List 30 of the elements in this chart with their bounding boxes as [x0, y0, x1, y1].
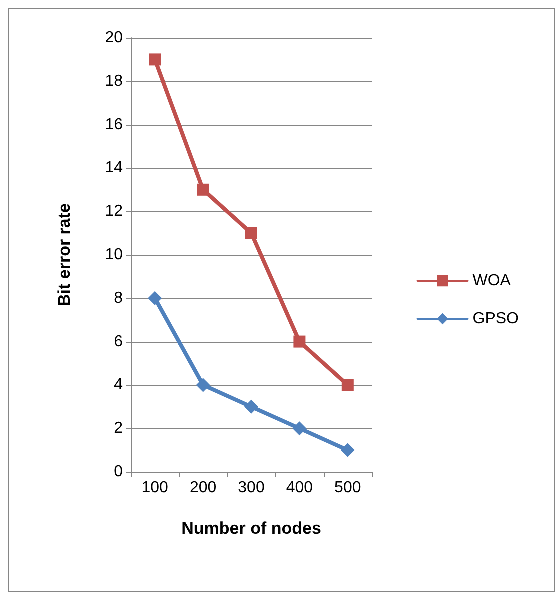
y-tick-label: 0 [114, 464, 124, 480]
x-tick-label: 300 [238, 480, 265, 496]
point [294, 336, 306, 348]
x-tick-label: 200 [190, 480, 217, 496]
point [292, 422, 307, 436]
y-tick-label: 12 [105, 203, 124, 220]
point [244, 400, 258, 414]
x-tick-label: 100 [142, 480, 169, 496]
x-axis-title: Number of nodes [182, 519, 322, 538]
point [148, 291, 162, 306]
legend-label: WOA [472, 272, 512, 290]
y-tick-label: 20 [105, 30, 124, 46]
y-tick-label: 10 [105, 246, 124, 264]
y-tick-label: 18 [105, 72, 124, 90]
y-tick-label: 16 [105, 116, 124, 134]
point [342, 379, 354, 392]
point [196, 378, 210, 392]
y-axis-title: Bit error rate [55, 204, 74, 306]
point [246, 227, 258, 240]
point [197, 184, 210, 196]
point [340, 443, 355, 458]
y-tick-label: 6 [114, 333, 124, 350]
point [149, 54, 162, 66]
y-tick-label: 8 [114, 290, 124, 307]
y-tick-label: 14 [105, 160, 124, 177]
y-tick-label: 4 [114, 376, 124, 394]
x-tick-label: 500 [334, 480, 362, 496]
y-tick-label: 2 [114, 420, 124, 438]
legend-label: GPSO [472, 310, 519, 328]
x-tick-label: 400 [286, 480, 314, 496]
